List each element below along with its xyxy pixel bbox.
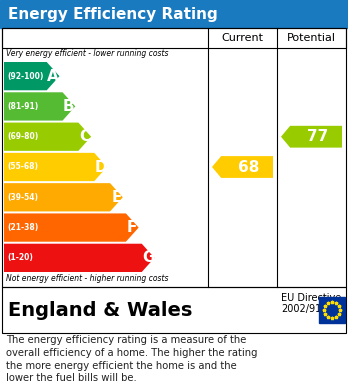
Text: (1-20): (1-20) [7, 253, 33, 262]
Text: 77: 77 [307, 129, 329, 144]
Polygon shape [4, 213, 139, 242]
Text: 2002/91/EC: 2002/91/EC [281, 304, 337, 314]
Bar [2, 287, 346, 333]
Text: (39-54): (39-54) [7, 193, 38, 202]
Text: D: D [94, 160, 107, 174]
Bar [2, 28, 346, 48]
Polygon shape [4, 183, 123, 212]
Polygon shape [4, 62, 60, 90]
Text: The energy efficiency rating is a measure of the
overall efficiency of a home. T: The energy efficiency rating is a measur… [6, 335, 258, 384]
Polygon shape [4, 244, 155, 272]
Polygon shape [4, 153, 107, 181]
Text: Not energy efficient - higher running costs: Not energy efficient - higher running co… [6, 274, 168, 283]
Polygon shape [281, 126, 342, 148]
Text: England & Wales: England & Wales [8, 301, 192, 319]
Text: G: G [142, 250, 155, 265]
Text: F: F [127, 220, 137, 235]
Polygon shape [4, 122, 91, 151]
Text: Potential: Potential [287, 33, 336, 43]
Text: Current: Current [221, 33, 263, 43]
Bar [0, 0, 348, 28]
Text: Energy Efficiency Rating: Energy Efficiency Rating [8, 7, 218, 22]
Text: (55-68): (55-68) [7, 163, 38, 172]
Polygon shape [212, 156, 273, 178]
Text: E: E [111, 190, 122, 205]
Text: (69-80): (69-80) [7, 132, 38, 141]
Polygon shape [4, 92, 75, 120]
Text: (21-38): (21-38) [7, 223, 38, 232]
Text: Very energy efficient - lower running costs: Very energy efficient - lower running co… [6, 49, 168, 58]
Bar [319, 297, 345, 323]
Bar [2, 28, 346, 287]
Text: EU Directive: EU Directive [281, 293, 341, 303]
Text: 68: 68 [238, 160, 260, 174]
Text: A: A [47, 69, 59, 84]
Text: (92-100): (92-100) [7, 72, 44, 81]
Text: C: C [79, 129, 90, 144]
Text: B: B [63, 99, 75, 114]
Text: (81-91): (81-91) [7, 102, 38, 111]
